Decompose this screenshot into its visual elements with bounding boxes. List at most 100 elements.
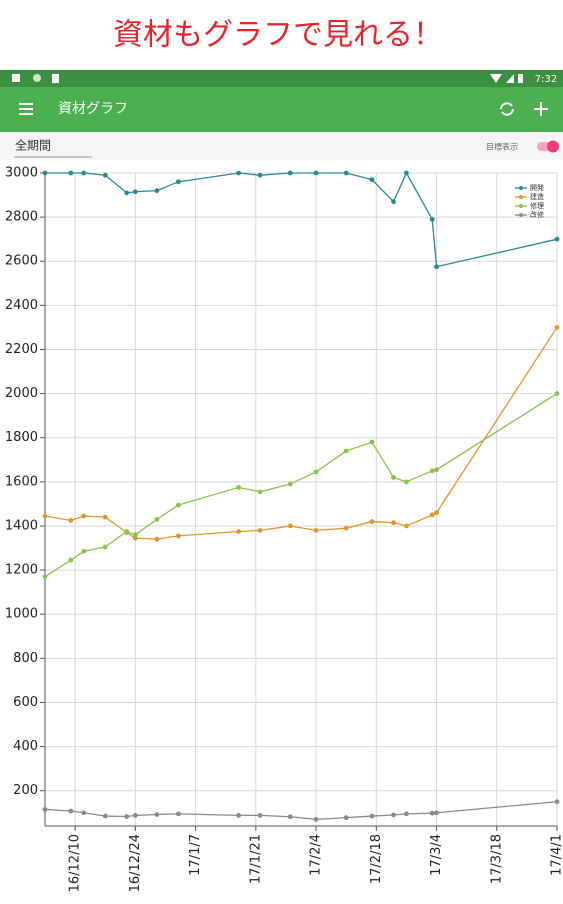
data-point — [124, 529, 129, 534]
status-icon — [52, 74, 59, 83]
data-point — [258, 489, 263, 494]
data-point — [391, 520, 396, 525]
data-point — [314, 528, 319, 533]
y-tick-label: 1600 — [5, 474, 38, 489]
data-point — [68, 809, 73, 814]
data-point — [344, 449, 349, 454]
data-point — [81, 171, 86, 176]
data-point — [154, 812, 159, 817]
data-point — [288, 524, 293, 529]
y-tick-label: 2400 — [5, 298, 38, 313]
toggle-label: 目標表示 — [486, 142, 518, 152]
x-tick-label: 17/1/21 — [248, 834, 263, 884]
x-tick-label: 17/3/18 — [489, 834, 504, 884]
data-point — [236, 171, 241, 176]
data-point — [370, 519, 375, 524]
status-time: 7:32 — [535, 74, 557, 85]
data-point — [236, 485, 241, 490]
data-point — [288, 814, 293, 819]
data-point — [103, 173, 108, 178]
menu-button[interactable] — [19, 103, 33, 115]
x-tick-label: 16/12/10 — [68, 834, 83, 892]
data-point — [154, 188, 159, 193]
y-tick-label: 800 — [13, 651, 38, 666]
data-point — [404, 524, 409, 529]
data-point — [176, 534, 181, 539]
data-point — [103, 545, 108, 550]
data-point — [434, 510, 439, 515]
data-point — [404, 811, 409, 816]
data-point — [434, 264, 439, 269]
legend-label: 開発 — [530, 183, 544, 192]
data-point — [434, 467, 439, 472]
x-tick-label: 17/4/1 — [550, 834, 563, 876]
data-point — [124, 190, 129, 195]
data-point — [176, 811, 181, 816]
x-tick-label: 17/1/7 — [188, 834, 203, 876]
data-point — [370, 440, 375, 445]
data-point — [43, 807, 48, 812]
data-point — [434, 810, 439, 815]
legend-label: 修理 — [530, 201, 544, 210]
y-tick-label: 1400 — [5, 518, 38, 533]
data-point — [68, 518, 73, 523]
y-tick-label: 200 — [13, 783, 38, 798]
legend-dot — [519, 213, 523, 217]
data-point — [288, 171, 293, 176]
data-point — [43, 574, 48, 579]
data-point — [81, 514, 86, 519]
data-point — [258, 173, 263, 178]
target-toggle[interactable] — [537, 141, 559, 153]
data-point — [103, 814, 108, 819]
data-point — [555, 237, 560, 242]
data-point — [391, 813, 396, 818]
data-point — [555, 391, 560, 396]
legend-dot — [519, 204, 523, 208]
status-bar — [0, 70, 563, 87]
data-point — [258, 813, 263, 818]
y-tick-label: 2800 — [5, 210, 38, 225]
data-point — [236, 813, 241, 818]
data-point — [124, 814, 129, 819]
data-point — [133, 813, 138, 818]
data-point — [43, 171, 48, 176]
period-select[interactable]: 全期間 — [15, 138, 51, 153]
controls-bar — [0, 132, 563, 160]
data-point — [344, 526, 349, 531]
data-point — [133, 189, 138, 194]
status-icon — [33, 74, 41, 82]
data-point — [430, 468, 435, 473]
data-point — [258, 528, 263, 533]
x-tick-label: 17/3/4 — [429, 834, 444, 876]
status-icon — [12, 74, 20, 82]
legend-dot — [519, 186, 523, 190]
banner-title: 資材もグラフで見れる！ — [113, 18, 443, 53]
legend-dot — [519, 195, 523, 199]
legend-label: 建造 — [530, 192, 544, 201]
data-point — [314, 470, 319, 475]
data-point — [430, 217, 435, 222]
data-point — [555, 325, 560, 330]
y-tick-label: 1000 — [5, 607, 38, 622]
x-tick-label: 17/2/18 — [369, 834, 384, 884]
data-point — [288, 482, 293, 487]
y-tick-label: 400 — [13, 739, 38, 754]
data-point — [391, 475, 396, 480]
y-tick-label: 1800 — [5, 430, 38, 445]
data-point — [81, 810, 86, 815]
data-point — [43, 514, 48, 519]
y-tick-label: 600 — [13, 695, 38, 710]
data-point — [133, 532, 138, 537]
data-point — [176, 503, 181, 508]
data-point — [370, 177, 375, 182]
data-point — [344, 171, 349, 176]
x-tick-label: 17/2/4 — [309, 834, 324, 876]
y-tick-label: 2600 — [5, 254, 38, 269]
y-tick-label: 3000 — [5, 166, 38, 181]
data-point — [370, 814, 375, 819]
data-point — [176, 179, 181, 184]
app-title: 資材グラフ — [58, 101, 128, 117]
data-point — [103, 515, 108, 520]
battery-icon — [518, 74, 523, 83]
